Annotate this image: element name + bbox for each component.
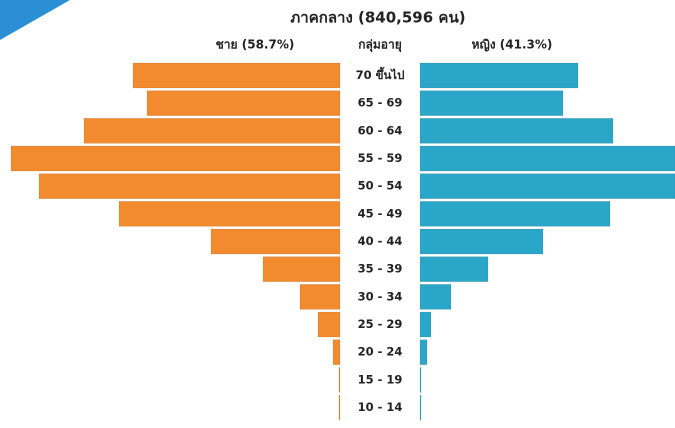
female-bar	[419, 118, 614, 144]
age-label: 40 - 44	[358, 234, 403, 248]
male-bar	[338, 367, 341, 393]
age-label: 65 - 69	[358, 96, 403, 110]
male-bar	[146, 90, 341, 116]
age-label: 10 - 14	[358, 400, 403, 414]
female-bar	[419, 145, 675, 172]
age-label: 15 - 19	[358, 372, 403, 386]
age-label: 30 - 34	[358, 289, 403, 303]
female-bar	[419, 339, 428, 365]
male-bar	[262, 256, 341, 282]
male-bar	[118, 201, 341, 227]
male-bar	[210, 228, 341, 255]
male-bar	[10, 145, 341, 172]
age-label: 60 - 64	[358, 123, 403, 137]
legend-right: หญิง (41.3%)	[472, 38, 553, 52]
male-bar	[338, 394, 341, 421]
legend-left: ชาย (58.7%)	[216, 38, 295, 52]
female-bar	[419, 90, 564, 116]
male-bar	[38, 173, 341, 199]
age-label: 70 ขึ้นไป	[356, 66, 405, 82]
female-bar	[419, 62, 579, 89]
female-bar	[419, 284, 452, 310]
male-bar	[332, 339, 341, 365]
female-bar	[419, 394, 422, 421]
axis-label: กลุ่มอายุ	[358, 38, 402, 53]
male-bar	[83, 118, 341, 144]
corner-decoration	[0, 0, 70, 40]
chart-title: ภาคกลาง (840,596 คน)	[290, 9, 465, 27]
age-label: 20 - 24	[358, 345, 403, 359]
female-bar	[419, 173, 675, 199]
male-bar	[132, 62, 341, 89]
age-label: 55 - 59	[358, 151, 403, 165]
female-bar	[419, 201, 611, 227]
female-bar	[419, 256, 489, 282]
female-bar	[419, 228, 544, 255]
age-label: 25 - 29	[358, 317, 403, 331]
male-bar	[317, 311, 341, 338]
male-bar	[299, 284, 341, 310]
age-label: 45 - 49	[358, 206, 403, 220]
age-label: 50 - 54	[358, 179, 403, 193]
age-label: 35 - 39	[358, 262, 403, 276]
female-bar	[419, 311, 432, 338]
female-bar	[419, 367, 422, 393]
